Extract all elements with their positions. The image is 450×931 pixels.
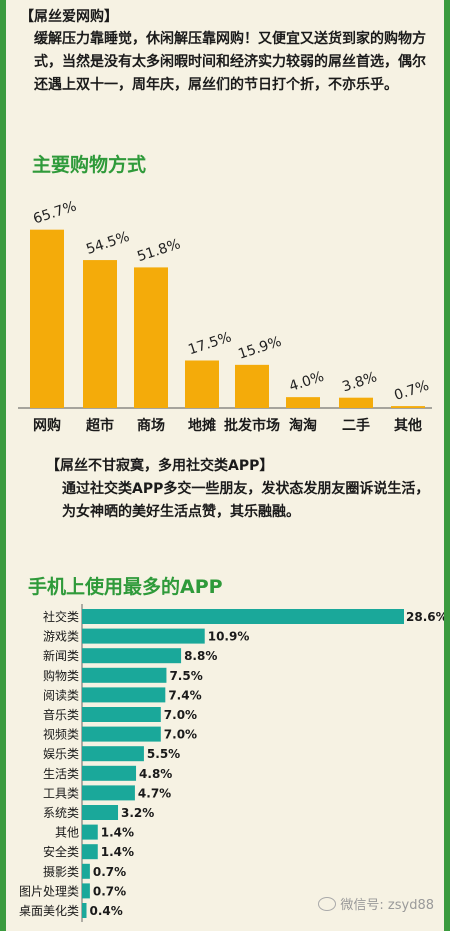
bar-value-label: 4.0% [287,369,326,395]
category-label: 网购 [33,417,61,434]
section-heading-social-apps: 【屌丝不甘寂寞，多用社交类APP】 [46,458,274,474]
app-category-label: 系统类 [43,806,79,820]
bar-1 [83,260,117,408]
app-category-label: 音乐类 [43,707,79,722]
bar-5 [286,397,320,408]
app-category-label: 视频类 [43,727,79,742]
app-bar-9 [82,785,135,801]
app-category-label: 摄影类 [43,864,79,879]
section-paragraph-social-apps: 通过社交类APP多交一些朋友，发状态发朋友圈诉说生活，为女神晒的美好生活点赞，其… [62,481,430,520]
app-bar-3 [82,667,167,683]
app-value-label: 10.9% [208,630,250,644]
bar-2 [134,267,168,408]
app-category-label: 生活类 [43,767,79,781]
bar-value-label: 65.7% [31,199,78,228]
bar-4 [235,364,269,408]
app-category-label: 阅读类 [43,688,79,702]
app-bar-12 [82,844,98,860]
app-value-label: 7.0% [164,728,197,742]
bar-7 [391,406,425,408]
app-category-label: 游戏类 [43,630,79,644]
app-value-label: 28.6% [406,610,444,624]
app-value-label: 4.8% [139,767,172,781]
app-value-label: 0.7% [93,865,126,879]
app-value-label: 1.4% [101,826,134,840]
section-heading-online-shopping: 【屌丝爱网购】 [20,9,118,25]
app-bar-5 [82,707,161,722]
app-value-label: 0.4% [90,904,123,918]
app-category-label: 桌面美化类 [19,904,79,918]
app-bar-4 [82,687,166,703]
app-category-label: 安全类 [43,844,79,859]
app-bar-14 [82,883,90,899]
section-paragraph-online-shopping: 缓解压力靠睡觉，休闲解压靠网购！又便宜又送货到家的购物方式，当然是没有太多闲暇时… [34,31,426,93]
app-value-label: 4.7% [138,786,171,800]
app-bar-0 [82,609,404,624]
bar-3 [185,360,219,408]
app-category-label: 新闻类 [43,648,79,663]
category-label: 二手 [342,417,370,434]
wechat-icon [318,897,337,911]
app-bar-8 [82,765,137,781]
app-value-label: 0.7% [93,884,126,898]
shopping-methods-bar-chart: 65.7% 网购 54.5% 超市 51.8% 商场 17.5% 地摊 15.9% 批发市场 4.0… [18,199,432,434]
app-bar-7 [82,746,144,762]
bar-value-label: 51.8% [135,236,182,265]
category-label: 地摊 [188,417,216,434]
app-value-label: 7.0% [164,708,197,722]
app-category-label: 工具类 [43,786,79,800]
app-category-label: 其他 [55,826,79,840]
top-apps-bar-chart: 社交类 28.6% 游戏类 10.9% 新闻类 8.8% 购物类 7.5% 阅读类 7.4% 音乐类… [19,604,444,922]
category-label: 其他 [394,417,422,434]
app-bar-11 [82,824,98,840]
app-bar-1 [82,628,205,644]
bar-0 [30,229,64,408]
app-bar-6 [82,726,161,742]
bar-value-label: 54.5% [84,229,131,258]
app-value-label: 7.4% [168,688,201,702]
app-value-label: 8.8% [184,649,217,663]
app-category-label: 图片处理类 [19,884,79,898]
app-value-label: 3.2% [121,806,154,820]
infographic-panel: 【屌丝爱网购】 缓解压力靠睡觉，休闲解压靠网购！又便宜又送货到家的购物方式，当然… [6,0,444,931]
app-bar-15 [82,903,87,918]
category-label: 批发市场 [224,417,280,434]
shopping-chart-title: 主要购物方式 [32,154,147,176]
watermark-text: 微信号: zsyd88 [340,898,434,913]
app-category-label: 购物类 [43,668,79,683]
app-value-label: 1.4% [101,845,134,859]
wechat-watermark: 微信号: zsyd88 [318,894,434,913]
app-value-label: 7.5% [169,669,202,683]
app-bar-13 [82,863,90,879]
bar-6 [339,397,373,408]
app-bar-10 [82,805,119,820]
app-category-label: 娱乐类 [43,747,79,761]
category-label: 超市 [85,417,114,434]
app-value-label: 5.5% [147,747,180,761]
app-category-label: 社交类 [43,609,79,624]
category-label: 商场 [137,417,165,434]
bar-value-label: 0.7% [392,378,431,404]
app-chart-title: 手机上使用最多的APP [28,576,223,598]
bar-value-label: 3.8% [340,369,379,395]
bar-value-label: 17.5% [186,329,233,358]
category-label: 淘淘 [289,417,317,434]
app-bar-2 [82,648,182,664]
bar-value-label: 15.9% [236,334,283,363]
